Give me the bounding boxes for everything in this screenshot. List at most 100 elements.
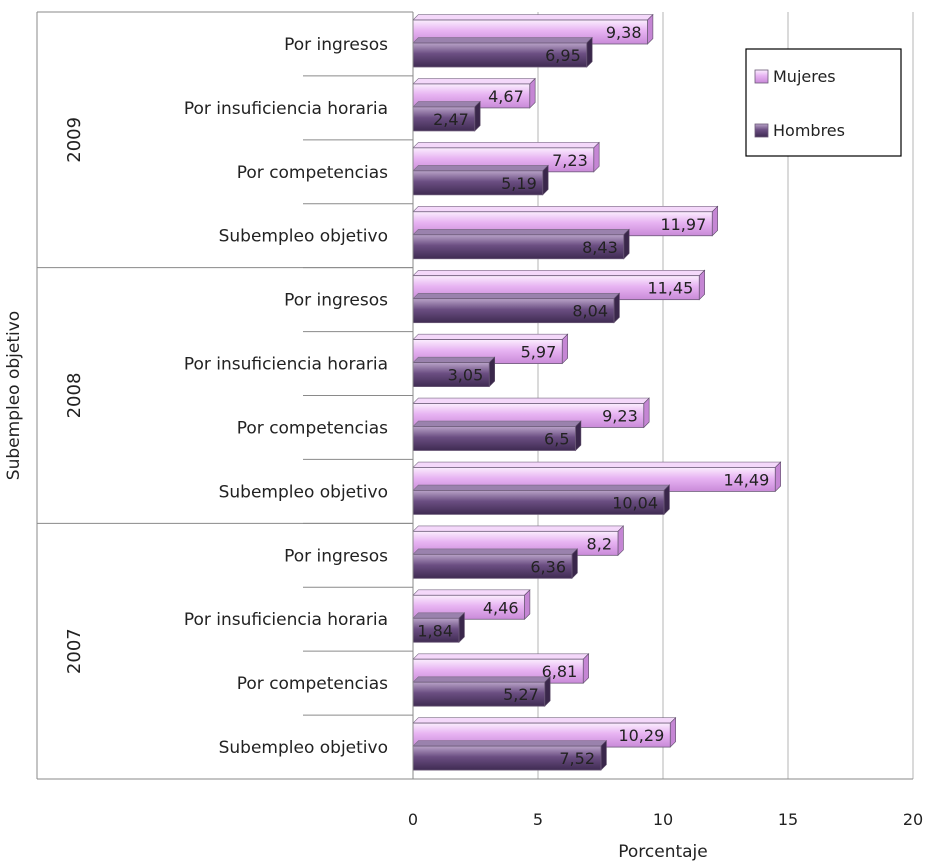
legend-swatch	[754, 123, 769, 138]
bar-side-face	[524, 589, 531, 620]
bar-top-face	[412, 333, 569, 340]
bars	[412, 13, 782, 771]
data-label: 8,04	[572, 302, 608, 321]
bar-side-face	[458, 612, 465, 643]
bar-side-face	[586, 36, 593, 68]
bar-top-face	[412, 142, 600, 149]
x-tick-label: 20	[903, 810, 923, 829]
data-label: 6,36	[530, 557, 566, 576]
bar-top-face	[412, 653, 590, 660]
bar-top-face	[412, 78, 536, 85]
bar-top-face	[412, 37, 593, 44]
category-label: Por competencias	[237, 674, 388, 694]
x-tick-label: 10	[653, 810, 673, 829]
bar-side-face	[643, 397, 650, 429]
category-label: Por ingresos	[284, 546, 388, 566]
hombres-bar	[412, 617, 460, 643]
category-label: Por insuficiencia horaria	[184, 355, 388, 375]
data-label: 8,2	[587, 534, 612, 553]
data-label: 5,97	[521, 343, 557, 362]
bar-top-face	[412, 269, 706, 276]
bar-side-face	[474, 100, 481, 132]
bar-top-face	[412, 612, 466, 619]
hombres-bar	[412, 681, 546, 707]
group-label: 2008	[64, 373, 85, 419]
category-label: Subempleo objetivo	[219, 227, 388, 247]
bar-side-face	[669, 716, 676, 748]
bar-top-face	[412, 676, 551, 683]
data-label: 3,05	[448, 366, 484, 385]
bar-side-face	[561, 333, 568, 365]
bar-side-face	[582, 653, 589, 684]
hombres-bar	[412, 553, 573, 579]
bar-top-face	[412, 101, 481, 108]
group-label: 2009	[64, 117, 85, 163]
hombres-bar	[412, 490, 665, 515]
category-label: Por competencias	[237, 163, 388, 183]
bar-side-face	[711, 205, 718, 237]
x-tick-label: 0	[408, 810, 418, 829]
category-label: Por ingresos	[284, 35, 388, 55]
bar-side-face	[663, 484, 670, 516]
legend-label: Hombres	[773, 121, 845, 140]
hombres-bar	[412, 426, 576, 451]
bar-top-face	[412, 206, 719, 213]
hombres-bar	[412, 234, 625, 260]
bar-top-face	[412, 525, 625, 532]
labels: 0 5 10 15 20 Porcentaje Subempleo objetivo 9,38…	[4, 23, 923, 862]
bar-top-face	[412, 589, 531, 596]
y-axis-title: Subempleo objetivo	[4, 311, 24, 480]
data-label: 8,43	[582, 238, 618, 257]
data-label: 6,95	[545, 46, 581, 65]
data-label: 6,81	[542, 662, 578, 681]
bar-side-face	[698, 269, 705, 301]
bar-side-face	[593, 141, 600, 173]
data-label: 11,45	[647, 279, 693, 298]
data-label: 9,23	[602, 407, 638, 426]
hombres-bar	[412, 170, 544, 196]
data-label: 9,38	[606, 23, 642, 42]
data-label: 6,5	[544, 430, 569, 449]
data-label: 2,47	[433, 110, 469, 129]
legend-swatch	[754, 69, 769, 84]
data-label: 7,23	[552, 151, 588, 170]
bar-side-face	[617, 525, 624, 557]
hombres-bar	[412, 298, 615, 324]
data-label: 5,27	[503, 685, 539, 704]
x-tick-label: 5	[533, 810, 543, 829]
bar-side-face	[529, 77, 536, 109]
bar-top-face	[412, 548, 579, 555]
category-label: Subempleo objetivo	[219, 482, 388, 502]
bar-side-face	[488, 356, 495, 388]
bar-top-face	[412, 292, 621, 299]
hombres-bar	[412, 106, 476, 132]
hombres-bar	[412, 362, 490, 387]
bar-side-face	[544, 676, 551, 707]
legend: Mujeres Hombres	[745, 48, 902, 157]
bar-top-face	[412, 165, 549, 172]
bar-top-face	[412, 356, 496, 363]
data-label: 7,52	[559, 749, 595, 768]
category-label: Subempleo objetivo	[219, 738, 388, 758]
bar-top-face	[412, 229, 630, 236]
bar-top-face	[412, 484, 671, 491]
category-label: Por insuficiencia horaria	[184, 610, 388, 630]
data-label: 4,67	[488, 87, 524, 106]
bar-top-face	[412, 717, 677, 724]
data-label: 1,84	[417, 621, 453, 640]
bar-top-face	[412, 14, 654, 21]
hombres-bar	[412, 745, 602, 771]
bar-top-face	[412, 740, 608, 747]
data-label: 5,19	[501, 174, 537, 193]
hombres-bar	[412, 42, 588, 68]
bar-side-face	[623, 228, 630, 260]
legend-box	[745, 48, 902, 157]
bar-side-face	[613, 292, 620, 324]
bar-side-face	[542, 164, 549, 196]
x-tick-label: 15	[778, 810, 798, 829]
bar-side-face	[647, 13, 654, 45]
category-label: Por insuficiencia horaria	[184, 99, 388, 119]
category-label: Por competencias	[237, 418, 388, 438]
axes	[36, 11, 913, 780]
